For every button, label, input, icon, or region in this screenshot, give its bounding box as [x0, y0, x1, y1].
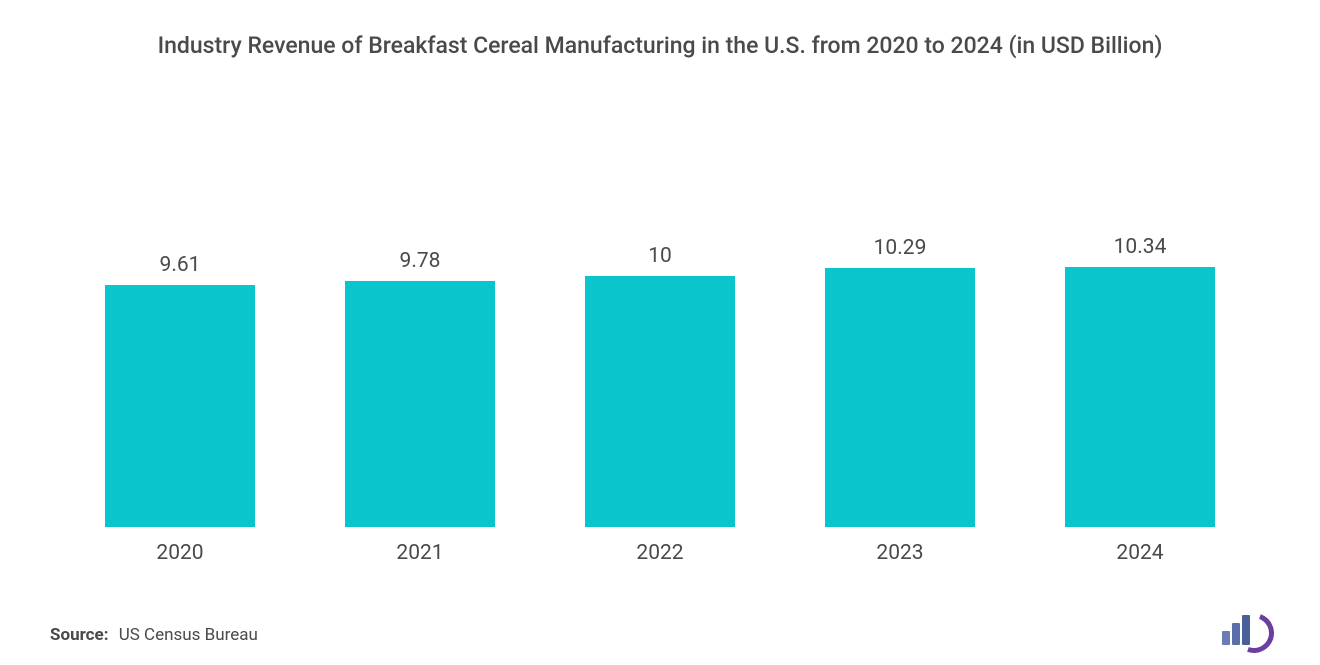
plot-area: 9.61 2020 9.78 2021 10 2022 10.29 2023 1… [40, 91, 1280, 565]
bar [585, 276, 735, 528]
bar-value-label: 9.61 [160, 253, 201, 277]
bar [825, 268, 975, 527]
bar-group: 10.29 2023 [780, 236, 1020, 565]
bar-category-label: 2020 [156, 541, 203, 565]
source-citation: Source: US Census Bureau [50, 625, 258, 645]
logo-swoosh-icon [1248, 615, 1270, 645]
bar-category-label: 2022 [636, 541, 683, 565]
bar-value-label: 9.78 [400, 249, 441, 273]
bar-category-label: 2023 [876, 541, 923, 565]
bar [1065, 267, 1215, 527]
bar-group: 10 2022 [540, 244, 780, 566]
chart-container: Industry Revenue of Breakfast Cereal Man… [0, 0, 1320, 665]
bar-value-label: 10.34 [1114, 235, 1167, 259]
chart-title: Industry Revenue of Breakfast Cereal Man… [40, 20, 1280, 91]
bar [345, 281, 495, 527]
bar [105, 285, 255, 527]
bar-value-label: 10.29 [874, 236, 927, 260]
chart-footer: Source: US Census Bureau [40, 585, 1280, 645]
bar-group: 9.78 2021 [300, 249, 540, 565]
source-value: US Census Bureau [119, 625, 258, 645]
source-label: Source: [50, 625, 108, 645]
bar-value-label: 10 [648, 244, 672, 268]
brand-logo [1222, 615, 1270, 645]
bar-group: 9.61 2020 [60, 253, 300, 565]
bar-category-label: 2024 [1116, 541, 1163, 565]
bar-group: 10.34 2024 [1020, 235, 1260, 565]
bar-category-label: 2021 [396, 541, 443, 565]
